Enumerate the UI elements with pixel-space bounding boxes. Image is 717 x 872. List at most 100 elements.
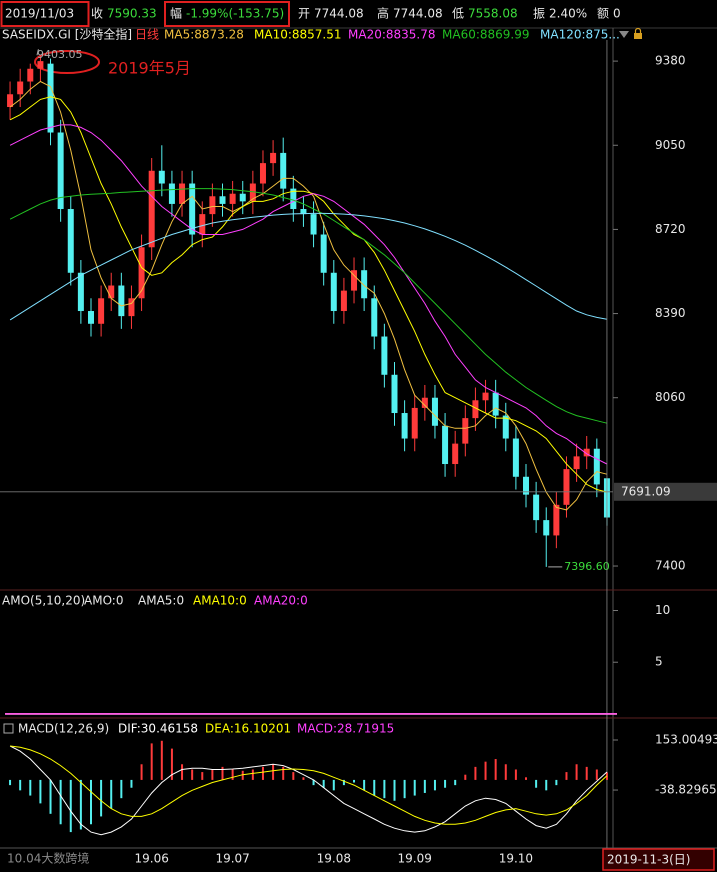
y-tick-label: 153.00493 — [655, 732, 717, 746]
candle-body — [583, 448, 590, 457]
x-tick-label: 19.08 — [317, 852, 351, 866]
candle-body — [310, 214, 317, 235]
candle-body — [27, 68, 34, 82]
ma-line — [9, 80, 608, 511]
header-label: 额 — [597, 7, 609, 21]
ma-line — [9, 212, 607, 321]
candle-body — [128, 298, 135, 317]
header-label: 高 — [377, 6, 389, 21]
candle-body — [401, 413, 408, 439]
candle-body — [148, 170, 155, 248]
lock-icon[interactable] — [634, 33, 642, 39]
candle-body — [77, 272, 84, 312]
annotation-ellipse — [34, 50, 100, 74]
y-tick-label: 9380 — [655, 54, 686, 68]
ma-line — [9, 96, 608, 493]
y-tick-label: 7400 — [655, 559, 686, 573]
header-value: 7558.08 — [468, 7, 518, 21]
header-value: 2.40% — [549, 7, 587, 21]
y-tick-label: 9050 — [655, 138, 686, 152]
candle-body — [452, 443, 459, 465]
candle-body — [118, 285, 125, 317]
x-tick-label: 19.09 — [398, 852, 432, 866]
candle-body — [391, 374, 398, 414]
candle-body — [249, 183, 256, 202]
candle-body — [239, 193, 246, 202]
legend-entry: MACD:28.71915 — [297, 722, 394, 736]
candle-body — [482, 392, 489, 401]
header-label: 低 — [452, 7, 464, 21]
legend-entry: MA60:8869.99 — [442, 28, 530, 42]
x-tick-label: 19.10 — [499, 852, 533, 866]
candle-body — [87, 311, 94, 324]
macd-line — [10, 745, 608, 825]
panel-title: MACD(12,26,9) — [18, 722, 109, 736]
candle-body — [381, 336, 388, 375]
header-label: 收 — [91, 7, 103, 21]
candle-body — [17, 81, 24, 95]
candle-body — [98, 298, 105, 324]
cursor-label-box — [602, 848, 715, 871]
high-arrow — [36, 49, 39, 56]
legend-entry: AMA20:0 — [254, 594, 308, 608]
header-label: 幅 — [170, 6, 182, 21]
candle-body — [340, 290, 347, 312]
lock-icon — [634, 27, 642, 33]
candle-body — [209, 196, 216, 215]
candle-body — [593, 448, 600, 485]
panel-icon — [3, 723, 14, 734]
candle-body — [300, 209, 307, 215]
candle-body — [219, 196, 226, 204]
header-value: -1.99%(-153.75) — [186, 7, 284, 21]
low-label: 7396.60 — [564, 560, 610, 573]
x-tick-label: 19.06 — [135, 852, 169, 866]
dropdown-icon[interactable] — [619, 31, 629, 38]
candle-body — [189, 183, 196, 235]
candle-body — [553, 504, 560, 536]
legend-entry: AMA10:0 — [193, 594, 247, 608]
watermark: 10.04大数跨境 — [7, 851, 89, 866]
cursor-label: 2019-11-3(日) — [607, 853, 690, 867]
price-box — [614, 482, 717, 501]
candle-body — [290, 188, 297, 210]
y-tick-label: 8720 — [655, 222, 686, 236]
period: 日线 — [135, 28, 159, 42]
candle-body — [502, 415, 509, 439]
candle-body — [179, 183, 186, 204]
header-label: 开 — [298, 7, 310, 21]
candle-body — [512, 438, 519, 477]
header-value: 0 — [613, 7, 621, 21]
candle-body — [168, 183, 175, 204]
candle-body — [533, 494, 540, 521]
candle-body — [108, 285, 115, 299]
x-tick-label: 19.07 — [215, 852, 249, 866]
candle-body — [57, 132, 64, 210]
candle-body — [199, 214, 206, 235]
ma-line — [9, 124, 608, 465]
legend-entry: MA5:8873.28 — [164, 28, 244, 42]
candle-body — [138, 247, 145, 299]
candle-body — [563, 469, 570, 505]
candle-body — [37, 61, 44, 69]
y-tick-label: -38.82965 — [655, 783, 717, 797]
candle-body — [158, 170, 165, 184]
legend-entry: MA20:8835.78 — [348, 28, 436, 42]
header-value: 7744.08 — [393, 7, 443, 21]
candle-body — [320, 234, 327, 273]
y-tick-label: 8060 — [655, 390, 686, 404]
legend-entry: MA120:875... — [540, 28, 620, 42]
candle-body — [330, 272, 337, 312]
candle-body — [472, 400, 479, 419]
y-tick-label: 10 — [655, 603, 670, 617]
price-label: 7691.09 — [621, 484, 671, 498]
candle-body — [431, 397, 438, 426]
candle-body — [462, 418, 469, 444]
candle-body — [270, 152, 277, 164]
highlight-box — [0, 1, 90, 27]
header-value: 7744.08 — [314, 7, 364, 21]
symbol: SASEIDX.GI [沙特全指] — [2, 27, 132, 42]
candle-body — [411, 407, 418, 439]
candle-body — [523, 476, 530, 495]
